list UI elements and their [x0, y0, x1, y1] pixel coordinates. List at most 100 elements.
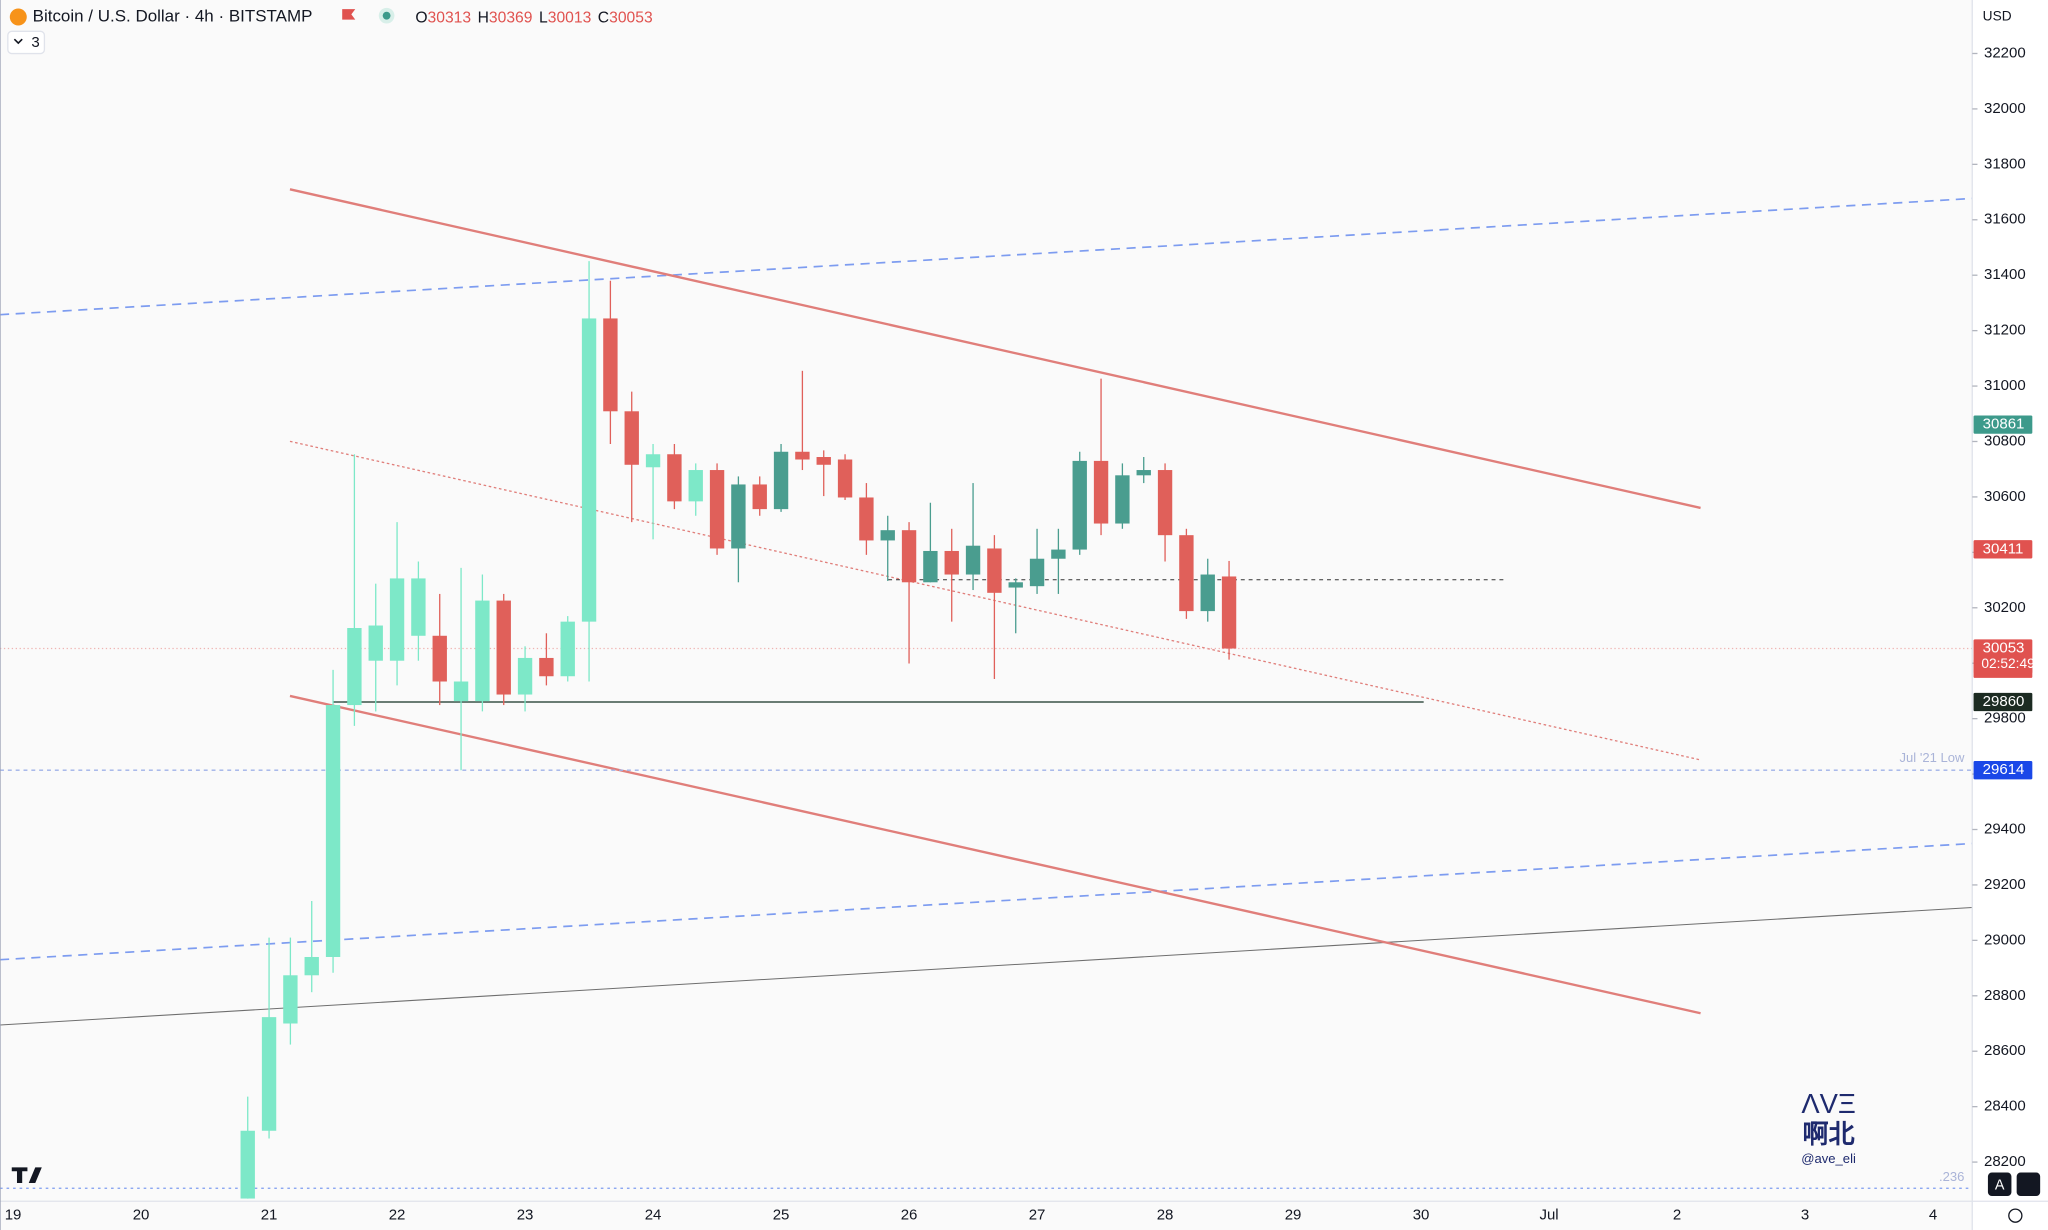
- y-tick-label: 29200: [1984, 876, 2026, 893]
- trend-line: [0, 906, 1973, 1026]
- candle-body: [1051, 549, 1066, 559]
- ohlc-value: 30369: [489, 9, 533, 26]
- candle-body: [560, 621, 575, 677]
- candle-body: [389, 578, 405, 661]
- price-tag: [1973, 639, 2033, 674]
- ohlc: O30313 H30369 L30013 C30053: [415, 9, 653, 26]
- x-tick-label: 19: [5, 1207, 22, 1224]
- candle-body: [475, 600, 490, 702]
- x-tick-label: 29: [1285, 1207, 1302, 1224]
- price-tag-label: 30411: [1983, 540, 2024, 557]
- candle-body: [1179, 535, 1194, 612]
- candle-body: [581, 318, 597, 622]
- y-tick-label: 29000: [1984, 931, 2026, 948]
- candle-body: [1115, 475, 1130, 524]
- candle-body: [347, 628, 362, 706]
- coin-icon: [9, 8, 27, 26]
- candle-body: [1221, 576, 1237, 649]
- currency-box[interactable]: [1974, 3, 2046, 28]
- x-tick-label: Jul: [1539, 1207, 1558, 1224]
- x-tick-label: 26: [901, 1207, 918, 1224]
- candle-body: [645, 454, 661, 468]
- candle-body: [1093, 460, 1109, 524]
- x-tick-label: 20: [133, 1207, 150, 1224]
- candle-body: [859, 497, 874, 541]
- candle-body: [304, 956, 319, 976]
- y-tick-label: 31000: [1984, 377, 2026, 394]
- candle-body: [923, 550, 938, 583]
- indicator-count: 3: [31, 34, 39, 51]
- watermark-handle: @ave_eli: [1801, 1151, 1856, 1166]
- ohlc-key: O: [415, 9, 427, 26]
- y-tick-label: 31200: [1984, 322, 2026, 339]
- flag-icon[interactable]: [342, 9, 356, 20]
- y-tick-label: 28800: [1984, 987, 2026, 1004]
- y-tick-label: 30800: [1984, 432, 2026, 449]
- countdown: 02:52:49: [1981, 656, 2034, 671]
- candle-body: [453, 681, 469, 702]
- candle-body: [731, 484, 746, 549]
- x-tick-label: 21: [261, 1207, 278, 1224]
- price-axis: [1972, 0, 2048, 1230]
- y-tick-label: 29800: [1984, 710, 2026, 727]
- y-tick-label: 32000: [1984, 100, 2026, 117]
- candle-body: [795, 451, 810, 460]
- price-tag-label: 30861: [1983, 416, 2025, 433]
- price-tag-label: 29860: [1983, 693, 2025, 710]
- symbol: Bitcoin / U.S. Dollar · 4h · BITSTAMP: [33, 6, 313, 25]
- y-tick-label: 28400: [1984, 1098, 2026, 1115]
- currency: USD: [1983, 9, 2012, 24]
- candle-body: [688, 470, 703, 502]
- candle-body: [773, 451, 789, 510]
- candle-body: [837, 459, 853, 498]
- y-tick-label: 31400: [1984, 266, 2026, 283]
- candle-body: [603, 318, 618, 412]
- channel-line: [289, 188, 1701, 510]
- channel-line: [289, 694, 1701, 1015]
- candle-body: [517, 657, 533, 695]
- settings-icon[interactable]: [2008, 1208, 2023, 1223]
- candles: [240, 261, 1237, 1199]
- x-tick-label: 27: [1029, 1207, 1046, 1224]
- x-tick-label: 25: [773, 1207, 790, 1224]
- price-tag: [1973, 761, 2033, 780]
- status-dot: [382, 11, 391, 20]
- indicator-toggle[interactable]: [7, 30, 46, 55]
- price-tag: [1973, 540, 2033, 559]
- y-tick-label: 30600: [1984, 488, 2026, 505]
- x-tick-label: 2: [1673, 1207, 1681, 1224]
- price-tag-label: 30053: [1983, 639, 2025, 656]
- settings-button[interactable]: [2016, 1172, 2041, 1197]
- price-tag: [1973, 692, 2033, 712]
- watermark-name: 啊北: [1802, 1119, 1854, 1149]
- watermark-logo: ΛVΞ: [1801, 1088, 1855, 1119]
- y-tick-label: 28600: [1984, 1042, 2026, 1059]
- auto-button[interactable]: [1987, 1172, 2012, 1197]
- ohlc-key: L: [539, 9, 548, 26]
- candle-body: [1029, 558, 1045, 587]
- candle-body: [816, 457, 831, 465]
- candle-body: [1136, 470, 1151, 476]
- candle-body: [752, 484, 767, 510]
- price-tag-label: 29614: [1983, 761, 2025, 778]
- candle-body: [1200, 574, 1215, 612]
- chevron: [13, 38, 23, 45]
- x-tick-label: 30: [1413, 1207, 1430, 1224]
- ohlc-key: H: [478, 9, 489, 26]
- candle-body: [325, 705, 341, 957]
- ohlc-value: 30053: [609, 9, 653, 26]
- candle-body: [667, 454, 682, 502]
- annotation: Jul '21 Low: [1900, 750, 1965, 765]
- x-tick-label: 23: [517, 1207, 534, 1224]
- x-tick-label: 22: [389, 1207, 406, 1224]
- y-tick-label: 31800: [1984, 155, 2026, 172]
- candle-body: [240, 1130, 255, 1199]
- annotation: .236: [1939, 1169, 1964, 1184]
- candle-body: [432, 635, 447, 682]
- candle-body: [1008, 582, 1023, 588]
- candle-body: [944, 550, 959, 575]
- candle-body: [261, 1017, 277, 1131]
- candle-body: [539, 657, 554, 677]
